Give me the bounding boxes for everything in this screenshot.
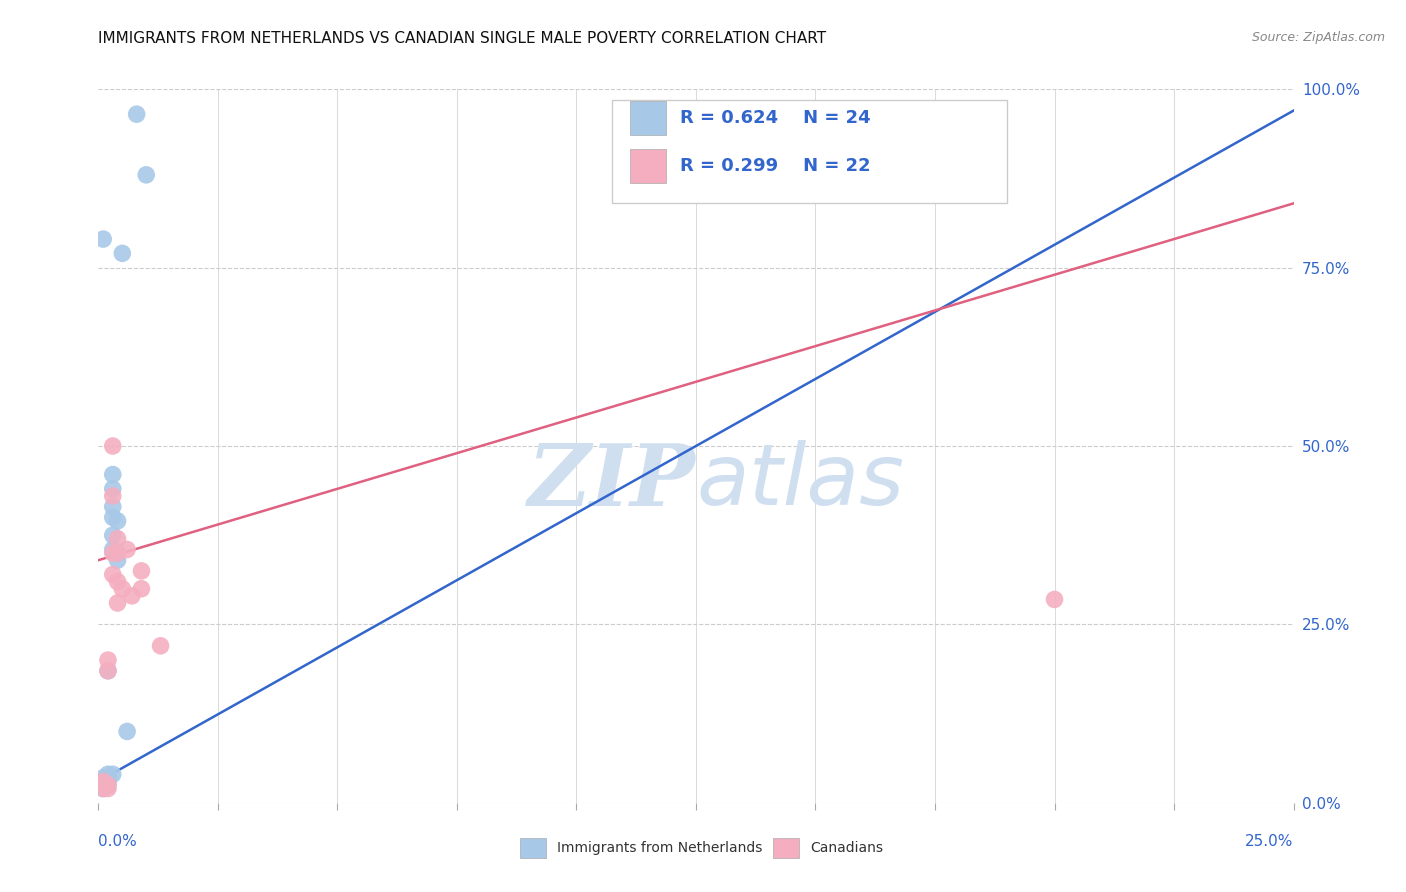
Text: 25.0%: 25.0% <box>1246 834 1294 849</box>
Point <box>131 582 153 596</box>
Text: 0.0%: 0.0% <box>98 834 138 849</box>
Text: R = 0.299    N = 22: R = 0.299 N = 22 <box>681 157 872 176</box>
Point <box>149 639 172 653</box>
Point <box>97 653 120 667</box>
Point <box>97 781 120 796</box>
Point <box>135 168 157 182</box>
Text: Source: ZipAtlas.com: Source: ZipAtlas.com <box>1251 31 1385 45</box>
Point <box>101 767 124 781</box>
Point <box>97 778 120 792</box>
Point <box>101 467 124 482</box>
Point <box>91 774 114 789</box>
Point <box>91 774 114 789</box>
Point <box>91 232 114 246</box>
Point <box>101 482 124 496</box>
Point <box>107 574 129 589</box>
Point <box>97 664 120 678</box>
Point <box>111 582 134 596</box>
Point <box>91 778 114 792</box>
Point <box>101 528 124 542</box>
Point <box>107 532 129 546</box>
Point <box>101 510 124 524</box>
Point <box>107 546 129 560</box>
Bar <box>630 101 666 136</box>
Text: Immigrants from Netherlands: Immigrants from Netherlands <box>557 841 762 855</box>
Point <box>121 589 143 603</box>
Point <box>107 596 129 610</box>
Point <box>91 781 114 796</box>
Point <box>91 781 114 796</box>
Point <box>97 767 120 781</box>
Point <box>101 489 124 503</box>
Point <box>131 564 153 578</box>
Point <box>111 246 134 260</box>
Point <box>115 542 138 557</box>
Text: IMMIGRANTS FROM NETHERLANDS VS CANADIAN SINGLE MALE POVERTY CORRELATION CHART: IMMIGRANTS FROM NETHERLANDS VS CANADIAN … <box>98 31 827 46</box>
Point <box>101 439 124 453</box>
Bar <box>630 149 666 184</box>
Point <box>115 724 138 739</box>
Text: Canadians: Canadians <box>810 841 883 855</box>
Point <box>107 514 129 528</box>
Point <box>107 546 129 560</box>
Point <box>91 771 114 785</box>
Text: atlas: atlas <box>696 440 904 524</box>
Point <box>101 542 124 557</box>
Text: ZIP: ZIP <box>529 440 696 524</box>
Point <box>97 771 120 785</box>
FancyBboxPatch shape <box>613 100 1007 203</box>
Point <box>125 107 148 121</box>
Point <box>101 567 124 582</box>
Text: R = 0.624    N = 24: R = 0.624 N = 24 <box>681 109 872 128</box>
Point <box>97 778 120 792</box>
Point <box>97 664 120 678</box>
Point <box>91 778 114 792</box>
Point <box>101 546 124 560</box>
Point <box>1043 592 1066 607</box>
Point <box>101 500 124 514</box>
Point <box>107 553 129 567</box>
Point <box>97 774 120 789</box>
